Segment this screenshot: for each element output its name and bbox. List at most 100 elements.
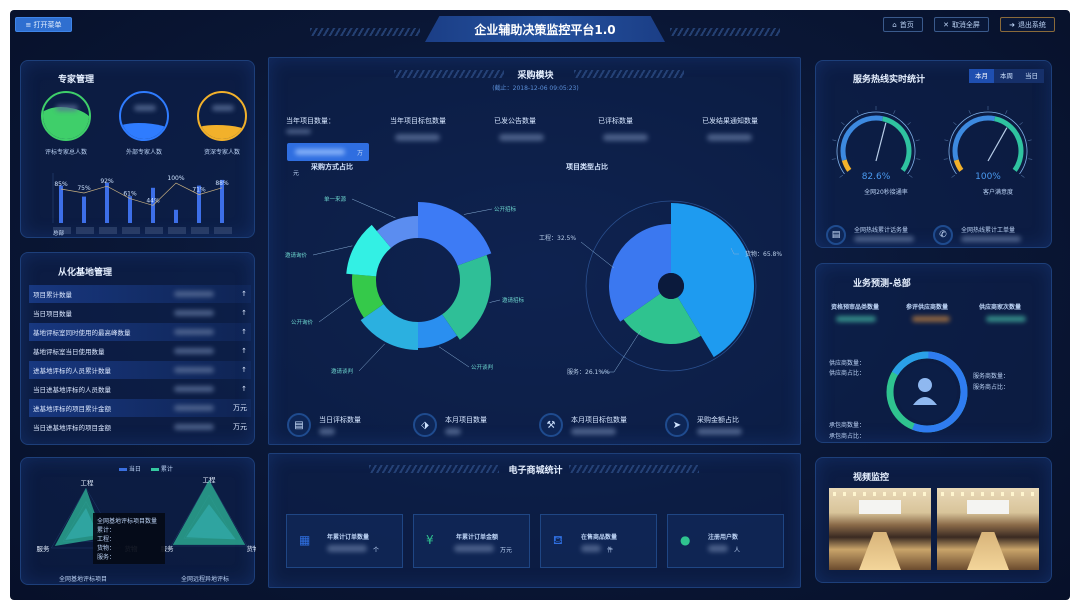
method-slice[interactable] (376, 216, 418, 248)
row-unit: ↑ (241, 366, 247, 374)
paper-plane-icon: ➤ (665, 413, 689, 437)
method-slice-label: 邀请询价 (285, 251, 308, 259)
method-slice[interactable] (418, 202, 492, 266)
bar (128, 196, 132, 223)
label-leader (438, 346, 470, 368)
expert-count-circle (197, 91, 247, 141)
label-leader (318, 297, 353, 323)
tab-month[interactable]: 本月 (969, 69, 994, 83)
type-slice[interactable] (671, 203, 754, 358)
order-icon: ▦ (299, 533, 311, 547)
mall-stat-card: ● 注册用户数人 (667, 514, 784, 568)
line-label: 75% (77, 185, 91, 192)
logout-button[interactable]: ➜ 退出系统 (1000, 17, 1055, 32)
purchase-stat-label: 已发结果通知数量 (702, 117, 758, 125)
forecast-panel: 业务预测-总部 资格预审品类数量 参评供应商数量 供应商家次数量 供应商数量： … (815, 263, 1052, 443)
supplier-count-label: 供应商数量： (829, 360, 866, 367)
gauge-tick (1028, 158, 1033, 160)
video-feed[interactable] (937, 488, 1039, 570)
phone-icon: ✆ (933, 225, 953, 245)
expert-count-circle (41, 91, 91, 141)
radar-grid (170, 479, 248, 547)
document-icon: ▤ (826, 225, 846, 245)
exit-fullscreen-button[interactable]: ✕ 取消全屏 (934, 17, 989, 32)
base-management-panel: 从化基地管理 项目累计数量 ↑ 当日项目数量 ↑ 基地评标室同时使用的最高峰数量 ↑ 基地评… (20, 252, 255, 445)
purchase-stat-label: 当年项目标包数量 (390, 117, 446, 125)
bar (174, 209, 178, 223)
panel-title: 视频监控 (853, 473, 890, 483)
base-stat-row: 当日项目数量 ↑ (29, 304, 251, 322)
gauge-tick (968, 110, 971, 115)
radar-left-caption: 全网基地评标项目 (59, 576, 108, 583)
decor-stripe (369, 465, 499, 473)
legend-item-total[interactable]: 累计 (150, 464, 173, 473)
method-slice[interactable] (346, 224, 392, 277)
row-label: 当日项目数量 (33, 310, 72, 318)
method-slice[interactable] (352, 274, 384, 318)
purchase-title: 采购模块 (517, 71, 554, 81)
label-leader (358, 343, 385, 372)
label-leader (463, 208, 493, 215)
type-slice[interactable] (623, 293, 701, 344)
method-slice-label: 邀请谈判 (331, 367, 353, 375)
row-label: 当日进基地评标的项目金额 (33, 424, 111, 432)
type-slice-label: 货物：65.8% (745, 250, 782, 258)
gauge-mid-band (952, 115, 996, 161)
type-slice[interactable] (609, 224, 671, 322)
row-label: 进基地评标的项目累计金额 (33, 405, 111, 413)
tab-week[interactable]: 本周 (1000, 72, 1013, 80)
video-feed[interactable] (829, 488, 931, 570)
row-unit: 万元 (233, 423, 247, 431)
tab-day[interactable]: 当日 (1025, 72, 1038, 80)
period-tabs: 本月 本周 当日 (969, 69, 1044, 83)
purchase-bottom-label: 本月项目数量 (445, 416, 487, 424)
home-label: 首页 (899, 20, 914, 29)
gauge-outline (948, 111, 1028, 175)
compress-icon: ✕ (943, 20, 949, 29)
base-stat-row: 当日进基地评标的项目金额 万元 (29, 418, 251, 436)
gauge-mid-band (840, 115, 884, 161)
line-label: 85% (54, 181, 68, 188)
panel-title: 专家管理 (58, 75, 95, 85)
type-chart-title: 项目类型占比 (566, 163, 608, 171)
method-slice[interactable] (418, 314, 458, 348)
mall-panel: 电子商城统计 ▦ 年累计订单数量个 ¥ 年累计订单金额 万元 ⛾ 在售商品数量件 ● 注册用户数… (268, 453, 801, 588)
method-slice[interactable] (360, 304, 418, 350)
method-slice-label: 邀请招标 (502, 296, 525, 304)
label-leader (312, 245, 353, 256)
radar-axis-label: 工程 (203, 475, 217, 484)
decor-stripe (670, 28, 780, 36)
blurred-category (145, 227, 163, 234)
purchase-bottom-label: 采购金额占比 (697, 416, 739, 424)
panel-title: 服务热线实时统计 (853, 75, 926, 85)
gauge-tick (832, 139, 837, 142)
method-slice[interactable] (442, 255, 491, 340)
open-menu-button[interactable]: ≡ 打开菜单 (15, 17, 72, 32)
base-stat-row: 进基地评标的人员累计数量 ↑ (29, 361, 251, 379)
decor-stripe (310, 28, 420, 36)
gauge-tick (839, 174, 844, 178)
home-button[interactable]: ⌂ 首页 (883, 17, 923, 32)
gauge-tick (1005, 110, 1008, 115)
row-unit: ↑ (241, 347, 247, 355)
decor-stripe (574, 70, 684, 78)
gauge-low-band (841, 159, 852, 172)
radar-axis-label: 工程 (81, 478, 95, 487)
expert-panel: 专家管理 评标专家总人数 外部专家人数 资深专家人数 85% 75% 92% 61% 4… (20, 60, 255, 238)
page-title: 企业辅助决策监控平台1.0 (474, 23, 616, 37)
gauge-tick (831, 158, 836, 160)
card-unit: 个 (373, 547, 380, 554)
legend-item-daily[interactable]: 当日 (119, 464, 141, 473)
forecast-stat-label: 参评供应商数量 (906, 304, 949, 311)
tooltip-line: 货物： (97, 545, 116, 552)
line-label: 92% (100, 178, 114, 185)
blurred-category (53, 227, 71, 234)
gauge-tick (953, 122, 957, 126)
user-icon-body (913, 397, 937, 405)
gauge-tick (1020, 174, 1025, 178)
blurred-category (191, 227, 209, 234)
gauge-label: 全网20秒接通率 (864, 189, 908, 196)
service-ratio-label: 服务商占比： (973, 384, 1010, 391)
card-label: 注册用户数 (708, 534, 739, 541)
radar-axis-label: 货物 (247, 544, 257, 553)
